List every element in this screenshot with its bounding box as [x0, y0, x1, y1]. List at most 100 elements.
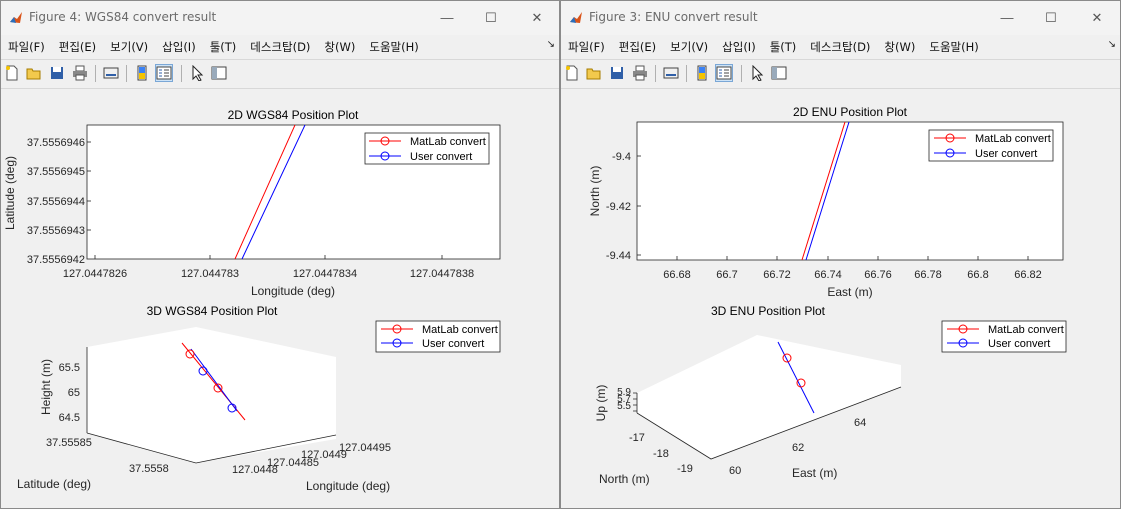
pointer-icon[interactable] [189, 65, 205, 81]
legend-2d[interactable]: MatLab convert User convert [364, 132, 490, 165]
y-tick-label: 37.5556942 [27, 254, 85, 266]
insert-legend-icon[interactable] [715, 64, 733, 82]
matlab-icon [570, 12, 582, 23]
menu-insert[interactable]: 삽입(I) [722, 40, 756, 54]
menu-file[interactable]: 파일(F) [8, 40, 45, 54]
menu-desktop[interactable]: 데스크탑(D) [250, 40, 311, 54]
save-icon[interactable] [49, 65, 65, 81]
y-tick-label: 37.5556946 [27, 137, 85, 149]
axes-3d[interactable] [87, 327, 336, 463]
axes-3d[interactable] [637, 335, 901, 459]
pointer-icon[interactable] [749, 65, 765, 81]
x-tick-label: 66.68 [663, 269, 691, 281]
z-axis-label: Up (m) [594, 385, 608, 422]
axes-2d-title: 2D ENU Position Plot [793, 105, 908, 119]
axes-3d-title: 3D WGS84 Position Plot [147, 304, 278, 318]
matlab-marker [796, 378, 806, 388]
minimize-button[interactable]: — [1000, 10, 1014, 25]
open-file-icon[interactable] [586, 65, 602, 81]
x-axis-label: Longitude (deg) [251, 284, 335, 298]
y-tick-label: 37.5556944 [27, 196, 85, 208]
lon-tick-label: 127.0449 [301, 449, 347, 461]
insert-colorbar-icon[interactable] [694, 65, 710, 81]
y-axis-label: North (m) [588, 166, 602, 217]
menu-insert[interactable]: 삽입(I) [162, 40, 196, 54]
menu-edit[interactable]: 편집(E) [58, 40, 97, 54]
maximize-button[interactable]: ☐ [1045, 10, 1057, 25]
property-inspector-icon[interactable] [771, 65, 787, 81]
menu-bar: 파일(F) 편집(E) 보기(V) 삽입(I) 툴(T) 데스크탑(D) 창(W) 도움말(H… [1, 36, 559, 58]
user-series-2d [241, 124, 306, 260]
new-figure-icon[interactable] [4, 65, 20, 81]
link-plot-icon[interactable] [663, 65, 679, 81]
y-tick-label: 37.5556943 [27, 225, 85, 237]
figure-window-enu: Figure 3: ENU convert result — ☐ ✕ 파일(F)… [560, 0, 1121, 509]
x-tick-label: 66.76 [864, 269, 892, 281]
menu-tools[interactable]: 툴(T) [209, 40, 237, 54]
menu-help[interactable]: 도움말(H) [369, 40, 419, 54]
legend-2d[interactable]: MatLab convert User convert [928, 129, 1054, 162]
north-tick-label: -17 [629, 432, 645, 444]
z-axis-label: Height (m) [39, 359, 53, 415]
x-tick-label: 66.72 [763, 269, 791, 281]
menu-edit[interactable]: 편집(E) [618, 40, 657, 54]
z-tick-label: 64.5 [59, 412, 80, 424]
y-tick-label: 37.5556945 [27, 166, 85, 178]
maximize-button[interactable]: ☐ [485, 10, 497, 25]
close-button[interactable]: ✕ [531, 10, 543, 25]
z-tick-label: 65.5 [59, 362, 80, 374]
east-tick-label: 62 [792, 442, 804, 454]
legend-label: User convert [975, 148, 1037, 160]
menu-view[interactable]: 보기(V) [110, 40, 149, 54]
east-tick-label: 64 [854, 417, 866, 429]
menu-file[interactable]: 파일(F) [568, 40, 605, 54]
legend-3d[interactable]: MatLab convert User convert [375, 320, 501, 353]
menu-help[interactable]: 도움말(H) [929, 40, 979, 54]
print-icon[interactable] [72, 65, 88, 81]
link-plot-icon[interactable] [103, 65, 119, 81]
axes-2d-title: 2D WGS84 Position Plot [228, 108, 359, 122]
x-tick-label: 127.0447838 [410, 268, 474, 280]
matlab-marker [213, 383, 223, 393]
north-tick-label: -18 [653, 448, 669, 460]
y-axis-label: Latitude (deg) [3, 156, 17, 230]
lon-tick-label: 127.04485 [267, 457, 319, 469]
menu-overflow-icon[interactable]: ↘ [546, 39, 555, 50]
figure-canvas: 2D WGS84 Position Plot 37.5556946 37.555… [3, 108, 501, 493]
legend-label: MatLab convert [410, 136, 486, 148]
menu-overflow-icon[interactable]: ↘ [1107, 39, 1116, 50]
property-inspector-icon[interactable] [211, 65, 227, 81]
new-figure-icon[interactable] [564, 65, 580, 81]
menu-view[interactable]: 보기(V) [670, 40, 709, 54]
y-axis-label-3d: East (m) [792, 466, 837, 480]
toolbar [1, 59, 559, 89]
open-file-icon[interactable] [26, 65, 42, 81]
title-bar[interactable]: Figure 3: ENU convert result — ☐ ✕ [561, 1, 1120, 35]
user-series-3d [777, 341, 815, 414]
x-tick-label: 66.74 [814, 269, 842, 281]
x-tick-label: 127.0447826 [63, 268, 127, 280]
matlab-series-2d [234, 124, 296, 260]
x-axis-label-3d: Latitude (deg) [17, 477, 91, 491]
menu-window[interactable]: 창(W) [884, 40, 916, 54]
print-icon[interactable] [632, 65, 648, 81]
close-button[interactable]: ✕ [1091, 10, 1103, 25]
x-tick-label: 66.7 [716, 269, 737, 281]
legend-label: User convert [410, 151, 472, 163]
matlab-marker [185, 349, 195, 359]
north-tick-label: -19 [677, 463, 693, 475]
axes-3d-title: 3D ENU Position Plot [711, 304, 826, 318]
menu-window[interactable]: 창(W) [324, 40, 356, 54]
user-series-2d [805, 121, 850, 261]
menu-tools[interactable]: 툴(T) [769, 40, 797, 54]
x-tick-label: 66.8 [967, 269, 988, 281]
lon-tick-label: 127.0448 [232, 464, 278, 476]
legend-label: User convert [988, 338, 1050, 350]
insert-colorbar-icon[interactable] [134, 65, 150, 81]
insert-legend-icon[interactable] [155, 64, 173, 82]
title-bar[interactable]: Figure 4: WGS84 convert result — ☐ ✕ [1, 1, 559, 35]
legend-3d[interactable]: MatLab convert User convert [941, 320, 1067, 353]
menu-desktop[interactable]: 데스크탑(D) [810, 40, 871, 54]
minimize-button[interactable]: — [440, 10, 454, 25]
save-icon[interactable] [609, 65, 625, 81]
